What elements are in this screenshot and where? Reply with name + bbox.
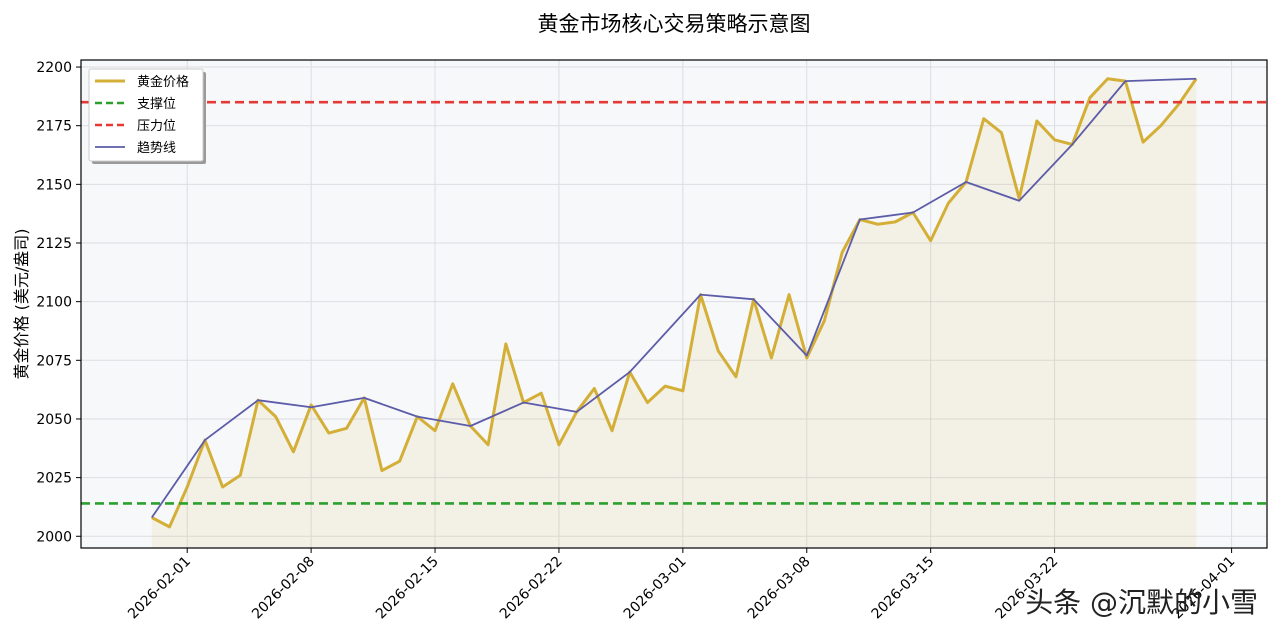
chart-title: 黄金市场核心交易策略示意图 — [538, 12, 811, 36]
y-tick-label: 2200 — [36, 60, 72, 76]
watermark: 头条 @沉默的小雪 — [1025, 586, 1258, 619]
x-tick-label: 2026-03-01 — [621, 554, 690, 623]
legend-item-trend: 趋势线 — [95, 140, 176, 156]
legend-label: 黄金价格 — [137, 74, 189, 90]
legend-item-support: 支撑位 — [95, 97, 176, 112]
x-tick-label: 2026-02-22 — [497, 554, 566, 623]
plot-area — [80, 59, 1268, 549]
plot-background — [81, 60, 1267, 548]
legend-label: 趋势线 — [137, 140, 176, 156]
y-tick-label: 2175 — [36, 119, 72, 135]
legend-item-price: 黄金价格 — [95, 74, 189, 90]
y-axis-label: 黄金价格 (美元/盎司) — [12, 229, 31, 380]
x-tick-label: 2026-03-15 — [869, 554, 938, 623]
grid-layer — [81, 60, 1267, 548]
y-tick-label: 2050 — [36, 412, 72, 428]
x-tick-label: 2026-02-15 — [373, 554, 442, 623]
x-tick-label: 2026-02-08 — [249, 554, 318, 623]
y-tick-label: 2100 — [36, 295, 72, 311]
legend-item-resistance: 压力位 — [95, 119, 176, 134]
legend-label: 压力位 — [137, 119, 176, 134]
legend-label: 支撑位 — [137, 97, 176, 112]
plot-border — [80, 59, 1268, 549]
x-tick-label: 2026-02-01 — [125, 554, 194, 623]
price-line — [151, 77, 1198, 529]
y-tick-label: 2075 — [36, 353, 72, 369]
y-tick-label: 2125 — [36, 236, 72, 252]
x-tick-label: 2026-03-08 — [745, 554, 814, 623]
legend-box — [88, 68, 204, 162]
trend-line — [151, 77, 1197, 519]
y-tick-label: 2150 — [36, 177, 72, 193]
y-tick-label: 2000 — [36, 529, 72, 545]
series-layer — [81, 77, 1267, 529]
y-tick-label: 2025 — [36, 471, 72, 487]
